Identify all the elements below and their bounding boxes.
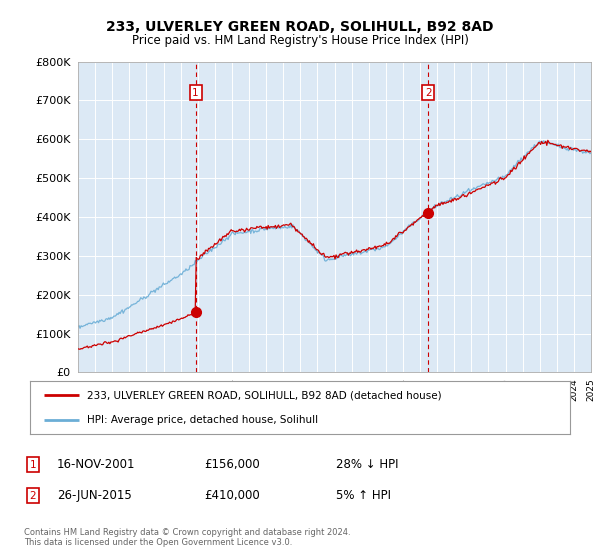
- Text: 5% ↑ HPI: 5% ↑ HPI: [336, 489, 391, 502]
- Text: HPI: Average price, detached house, Solihull: HPI: Average price, detached house, Soli…: [86, 414, 318, 424]
- Text: Contains HM Land Registry data © Crown copyright and database right 2024.
This d: Contains HM Land Registry data © Crown c…: [24, 528, 350, 547]
- Text: £410,000: £410,000: [204, 489, 260, 502]
- Text: 1: 1: [192, 88, 199, 97]
- Text: 16-NOV-2001: 16-NOV-2001: [57, 458, 136, 472]
- Text: 233, ULVERLEY GREEN ROAD, SOLIHULL, B92 8AD (detached house): 233, ULVERLEY GREEN ROAD, SOLIHULL, B92 …: [86, 390, 442, 400]
- Text: 233, ULVERLEY GREEN ROAD, SOLIHULL, B92 8AD: 233, ULVERLEY GREEN ROAD, SOLIHULL, B92 …: [106, 20, 494, 34]
- Text: £156,000: £156,000: [204, 458, 260, 472]
- Text: 1: 1: [29, 460, 37, 470]
- Text: 28% ↓ HPI: 28% ↓ HPI: [336, 458, 398, 472]
- Text: Price paid vs. HM Land Registry's House Price Index (HPI): Price paid vs. HM Land Registry's House …: [131, 34, 469, 46]
- Text: 2: 2: [29, 491, 37, 501]
- Text: 26-JUN-2015: 26-JUN-2015: [57, 489, 132, 502]
- Text: 2: 2: [425, 88, 431, 97]
